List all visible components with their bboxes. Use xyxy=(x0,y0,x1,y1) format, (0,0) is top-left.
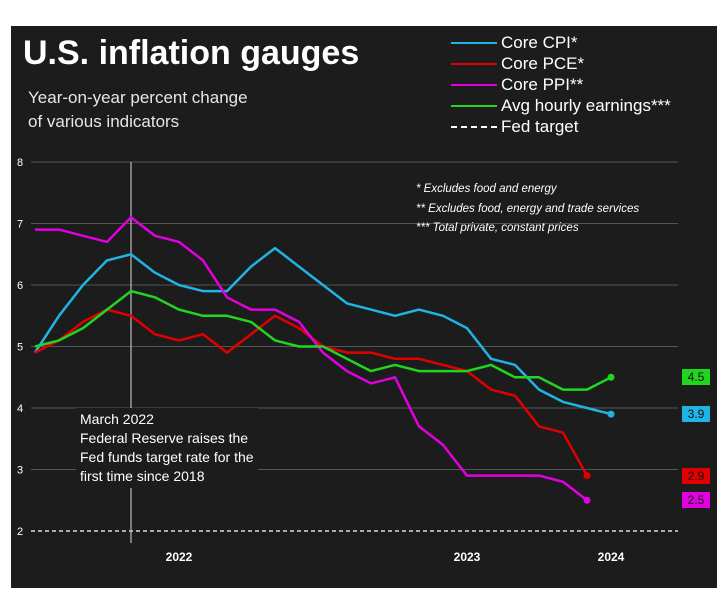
y-tick-label: 3 xyxy=(17,465,23,477)
annotation-line: March 2022 xyxy=(80,411,154,427)
chart-panel: 2 3 4 5 6 7 8 2022 2023 2024 U.S. inflation gauge… xyxy=(11,26,717,588)
line-chart: 2 3 4 5 6 7 8 2022 2023 2024 xyxy=(17,157,678,564)
y-tick-label: 7 xyxy=(17,219,23,231)
annotation-line: Fed funds target rate for the xyxy=(80,449,254,465)
legend-swatch xyxy=(451,105,497,107)
legend-label: Core CPI* xyxy=(501,33,578,52)
legend-label: Core PCE* xyxy=(501,54,585,73)
chart-title: U.S. inflation gauges xyxy=(23,34,360,72)
end-label-avg-hourly-earnings: 4.5 xyxy=(682,369,710,386)
legend-swatch xyxy=(451,84,497,86)
series-end-point-core-pce xyxy=(583,472,591,480)
march-2022-annotation: March 2022 Federal Reserve raises the Fe… xyxy=(76,408,258,488)
x-tick-label: 2024 xyxy=(598,550,625,564)
subtitle-line: Year-on-year percent change xyxy=(28,88,248,107)
legend-label: Avg hourly earnings*** xyxy=(501,96,671,115)
y-tick-label: 4 xyxy=(17,403,23,415)
legend-swatch xyxy=(451,42,497,44)
series-end-point-avg-hourly-earnings xyxy=(607,373,615,381)
x-tick-label: 2022 xyxy=(166,550,193,564)
axis-layer: 2 3 4 5 6 7 8 2022 2023 2024 xyxy=(17,157,625,564)
series-end-point-core-ppi xyxy=(583,496,591,504)
legend-label: Fed target xyxy=(501,117,579,136)
end-label-core-ppi: 2.5 xyxy=(682,492,710,509)
series-line-avg-hourly-earnings xyxy=(34,289,612,391)
legend-swatch xyxy=(451,63,497,65)
series-line-core-ppi xyxy=(35,216,588,502)
y-tick-label: 5 xyxy=(17,342,23,354)
annotation-line: Federal Reserve raises the xyxy=(80,430,249,446)
x-tick-label: 2023 xyxy=(454,550,481,564)
y-tick-label: 8 xyxy=(17,157,23,169)
annotation-line: first time since 2018 xyxy=(80,468,205,484)
subtitle-line: of various indicators xyxy=(28,112,180,131)
series-layer xyxy=(33,216,615,504)
y-tick-label: 6 xyxy=(17,280,23,292)
end-label-core-pce: 2.9 xyxy=(682,467,710,484)
footnote: * Excludes food and energy xyxy=(416,183,557,195)
footnote: ** Excludes food, energy and trade servi… xyxy=(416,202,640,215)
series-line-core-cpi xyxy=(33,246,612,416)
end-label-core-cpi: 3.9 xyxy=(682,406,710,423)
chart-subtitle: Year-on-year percent change of various i… xyxy=(28,86,248,134)
legend-label: Core PPI** xyxy=(501,75,584,94)
footnotes: * Excludes food and energy ** Excludes f… xyxy=(416,180,639,239)
y-tick-label: 2 xyxy=(17,526,23,538)
series-end-point-core-cpi xyxy=(607,410,615,418)
footnote: *** Total private, constant prices xyxy=(416,222,579,234)
legend-swatch xyxy=(451,126,497,128)
